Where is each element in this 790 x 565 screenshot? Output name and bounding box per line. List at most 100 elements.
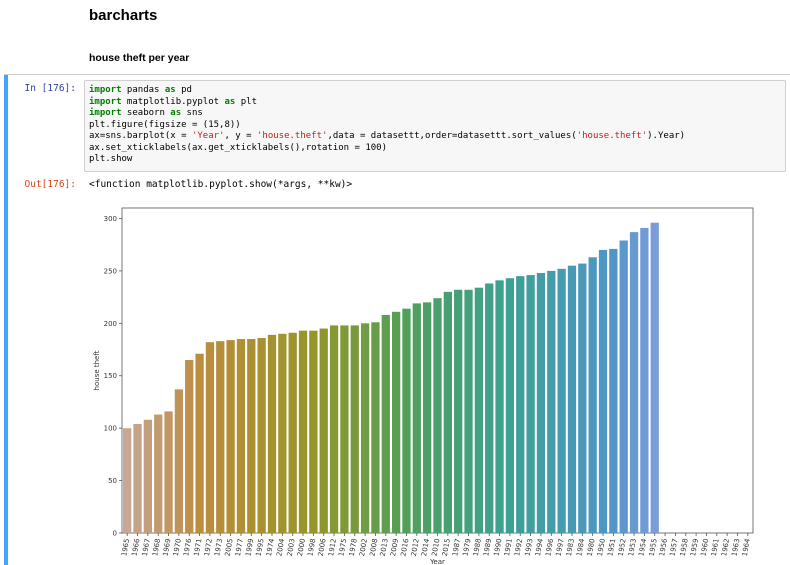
- x-tick-label: 2005: [224, 538, 235, 557]
- x-tick-label: 1999: [244, 538, 255, 557]
- y-tick-label: 250: [104, 267, 117, 275]
- bar: [609, 248, 618, 534]
- bar: [536, 273, 546, 533]
- x-tick-label: 1979: [462, 538, 473, 557]
- code-line[interactable]: ax=sns.barplot(x = 'Year', y = 'house.th…: [89, 131, 686, 141]
- x-tick-label: 1987: [451, 538, 462, 557]
- x-tick-label: 2012: [410, 538, 421, 557]
- y-tick-label: 300: [104, 215, 117, 223]
- x-tick-label: 1967: [141, 538, 152, 557]
- x-tick-label: 1992: [513, 538, 524, 557]
- x-tick-label: 2016: [399, 537, 410, 556]
- x-tick-label: 1998: [306, 538, 317, 557]
- bar: [278, 333, 287, 533]
- bar: [423, 302, 432, 533]
- bar: [619, 240, 628, 533]
- bar: [526, 275, 535, 533]
- x-tick-label: 1955: [648, 538, 659, 557]
- x-tick-label: 1976: [182, 537, 193, 556]
- x-tick-label: 2013: [379, 538, 390, 557]
- bar: [154, 414, 163, 533]
- code-line[interactable]: import seaborn as sns: [89, 108, 203, 118]
- code-line[interactable]: ax.set_xticklabels(ax.get_xticklabels(),…: [89, 142, 388, 153]
- y-tick-label: 200: [104, 320, 117, 328]
- x-tick-label: 1973: [213, 538, 224, 557]
- markdown-heading: barcharts: [89, 7, 158, 24]
- bar: [123, 428, 132, 533]
- bar: [257, 338, 266, 533]
- bar: [433, 298, 442, 533]
- bar: [288, 332, 297, 533]
- x-tick-label: 1995: [255, 538, 266, 557]
- bar: [578, 263, 587, 533]
- code-line[interactable]: plt.show: [89, 154, 133, 164]
- x-tick-label: 1972: [203, 538, 214, 557]
- x-tick-label: 1990: [493, 538, 504, 557]
- x-tick-label: 2004: [275, 537, 286, 556]
- bar: [216, 341, 225, 533]
- bar: [412, 303, 421, 533]
- bar: [454, 289, 463, 533]
- x-tick-label: 2002: [358, 538, 369, 557]
- bar: [298, 330, 308, 533]
- bar: [650, 222, 659, 533]
- bar: [133, 423, 142, 533]
- x-axis-label: Year: [429, 558, 445, 564]
- x-tick-label: 2014: [420, 537, 431, 556]
- x-tick-label: 1989: [482, 538, 493, 557]
- x-tick-label: 1953: [627, 538, 638, 557]
- x-tick-label: 2006: [317, 537, 328, 556]
- code-line[interactable]: import matplotlib.pyplot as plt: [89, 96, 257, 107]
- code-editor[interactable]: import pandas as pd import matplotlib.py…: [84, 80, 786, 172]
- x-tick-label: 1980: [586, 538, 597, 557]
- bar: [567, 265, 577, 533]
- bar: [350, 325, 359, 533]
- bar: [464, 289, 473, 533]
- x-tick-label: 2009: [389, 538, 400, 557]
- bar: [329, 325, 339, 533]
- x-tick-label: 1961: [710, 538, 721, 557]
- x-tick-label: 1978: [348, 538, 359, 557]
- x-tick-label: 1952: [617, 538, 628, 557]
- y-axis-label: house theft: [93, 350, 101, 390]
- x-tick-label: 2003: [286, 538, 297, 557]
- x-tick-label: 1963: [730, 538, 741, 557]
- bar: [247, 339, 256, 533]
- bar: [195, 353, 204, 533]
- output-text: <function matplotlib.pyplot.show(*args, …: [89, 179, 353, 190]
- x-tick-label: 1988: [472, 538, 483, 557]
- bar: [557, 268, 566, 533]
- x-tick-label: 1960: [699, 538, 710, 557]
- x-tick-label: 1994: [534, 537, 545, 556]
- x-tick-label: 2000: [296, 538, 307, 557]
- x-tick-label: 1975: [337, 538, 348, 557]
- bar: [474, 287, 484, 533]
- bar: [371, 322, 380, 533]
- y-tick-label: 150: [104, 372, 117, 380]
- x-tick-label: 1997: [555, 538, 566, 557]
- x-tick-label: 1970: [172, 538, 183, 557]
- bar: [143, 419, 152, 533]
- x-tick-label: 1971: [193, 538, 204, 557]
- code-line[interactable]: import pandas as pd: [89, 85, 192, 95]
- bar: [443, 291, 452, 533]
- bar: [309, 330, 318, 533]
- x-tick-label: 1993: [524, 538, 535, 557]
- bar: [381, 314, 390, 533]
- y-tick-label: 50: [108, 477, 117, 485]
- code-line[interactable]: plt.figure(figsize = (15,8)): [89, 119, 241, 130]
- x-tick-label: 1965: [120, 538, 131, 557]
- bar: [598, 249, 608, 533]
- bar: [205, 342, 215, 533]
- x-tick-label: 1958: [679, 538, 690, 557]
- x-tick-label: 1959: [689, 538, 700, 557]
- code-cell[interactable]: In [176]: import pandas as pd import mat…: [4, 74, 790, 565]
- cell-selected-indicator: [4, 75, 8, 565]
- x-tick-label: 1957: [668, 538, 679, 557]
- bar: [174, 389, 184, 533]
- x-tick-label: 1984: [575, 537, 586, 556]
- input-prompt: In [176]:: [24, 83, 76, 94]
- bar: [516, 276, 525, 533]
- bar: [226, 340, 235, 533]
- x-tick-label: 1966: [131, 537, 142, 556]
